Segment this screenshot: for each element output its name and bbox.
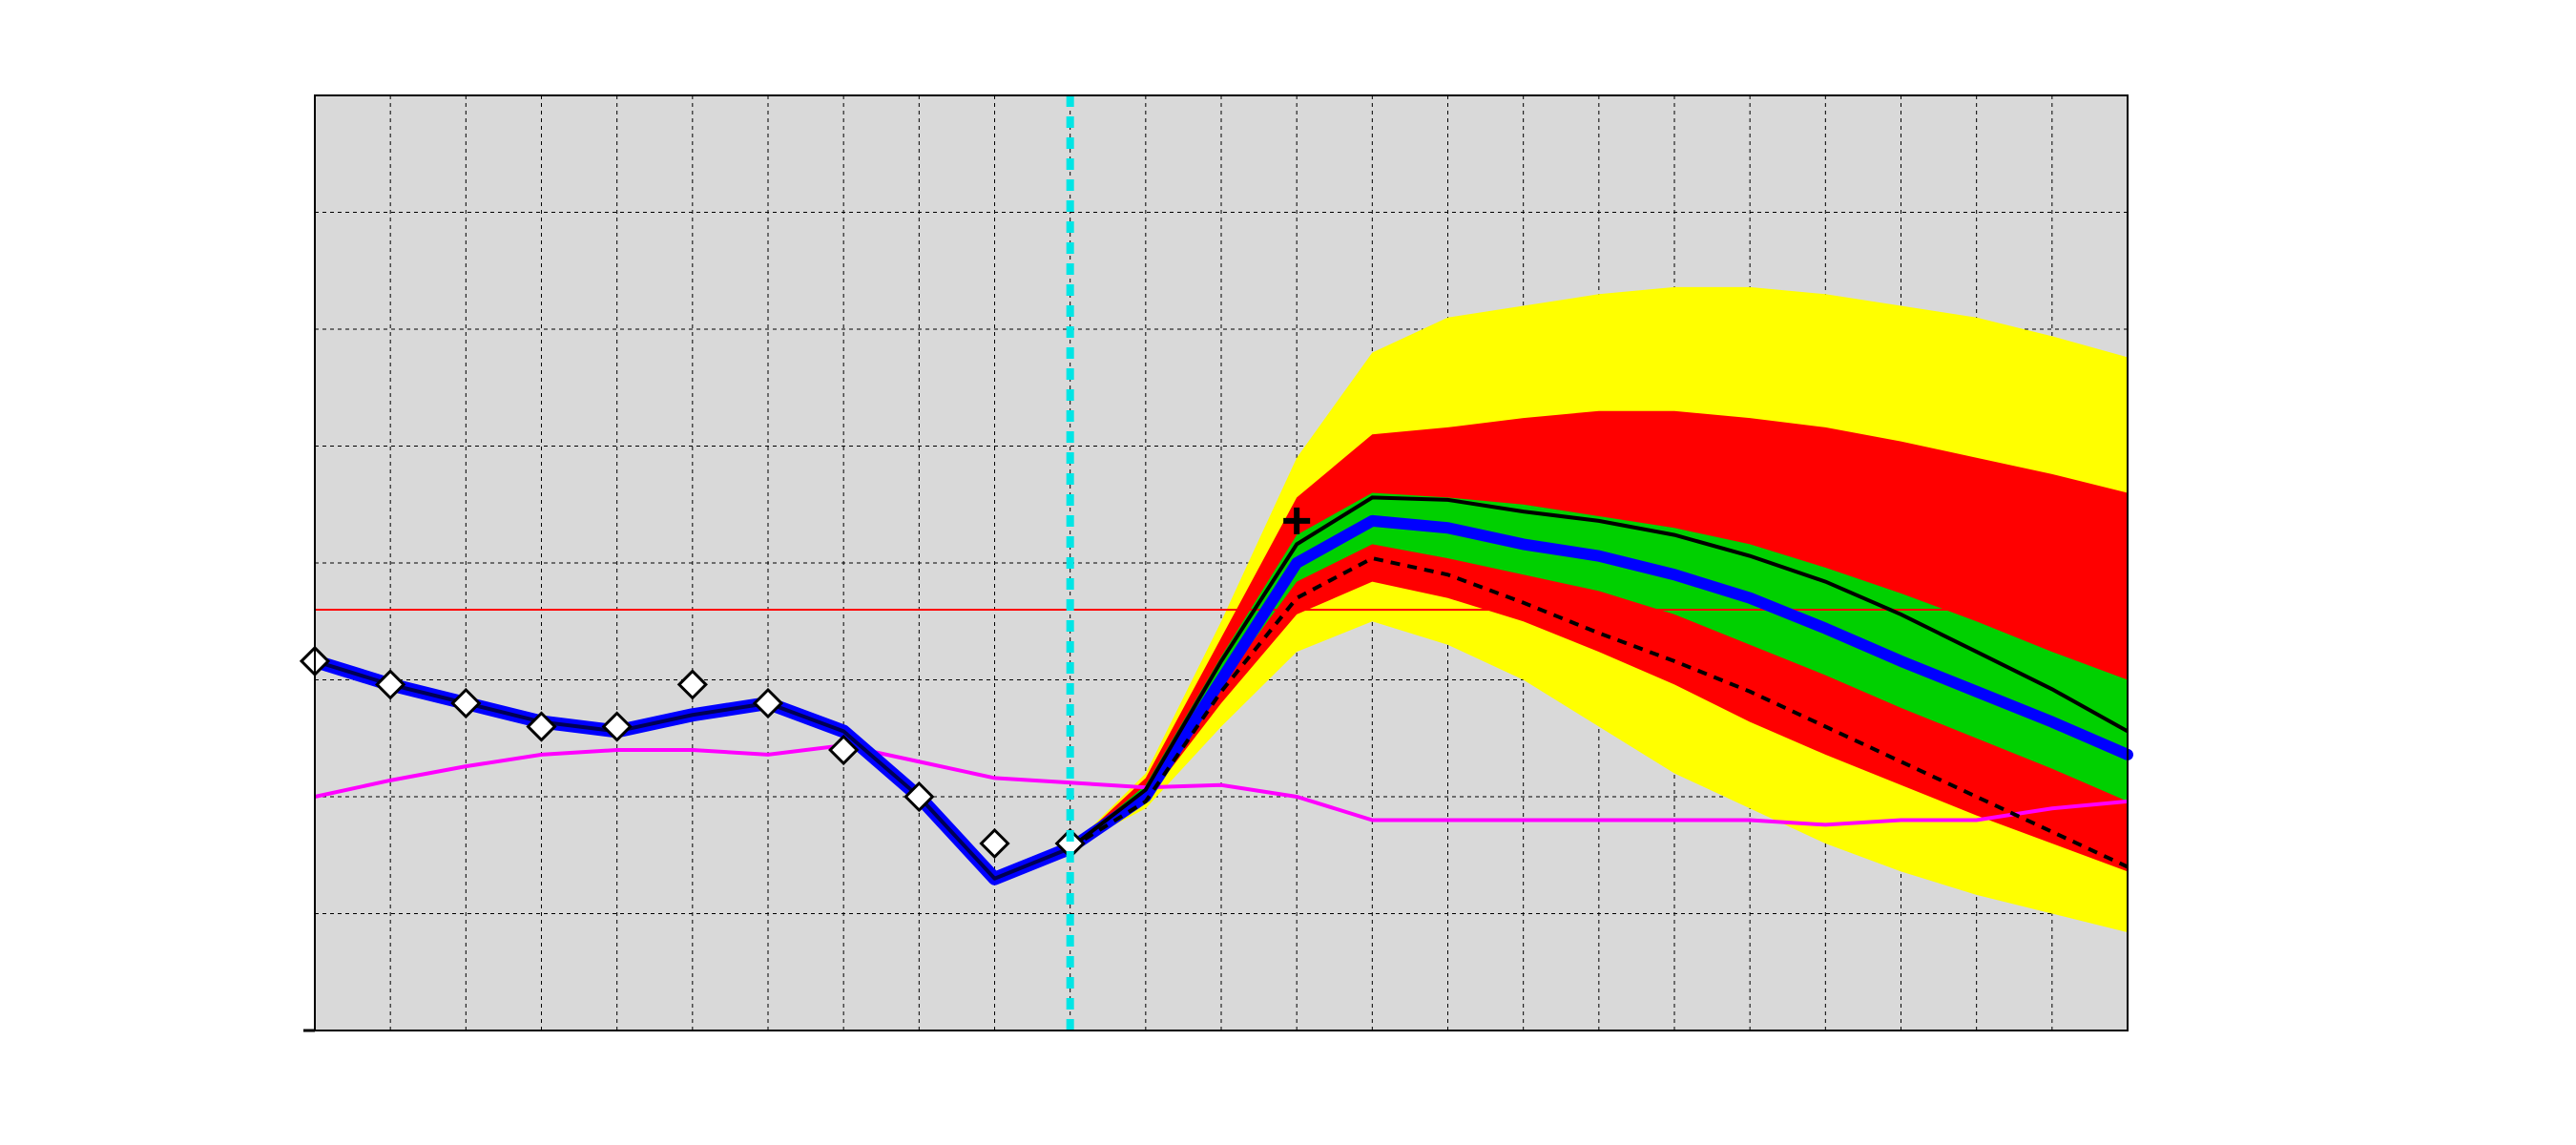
water-level-chart	[0, 0, 2576, 1145]
